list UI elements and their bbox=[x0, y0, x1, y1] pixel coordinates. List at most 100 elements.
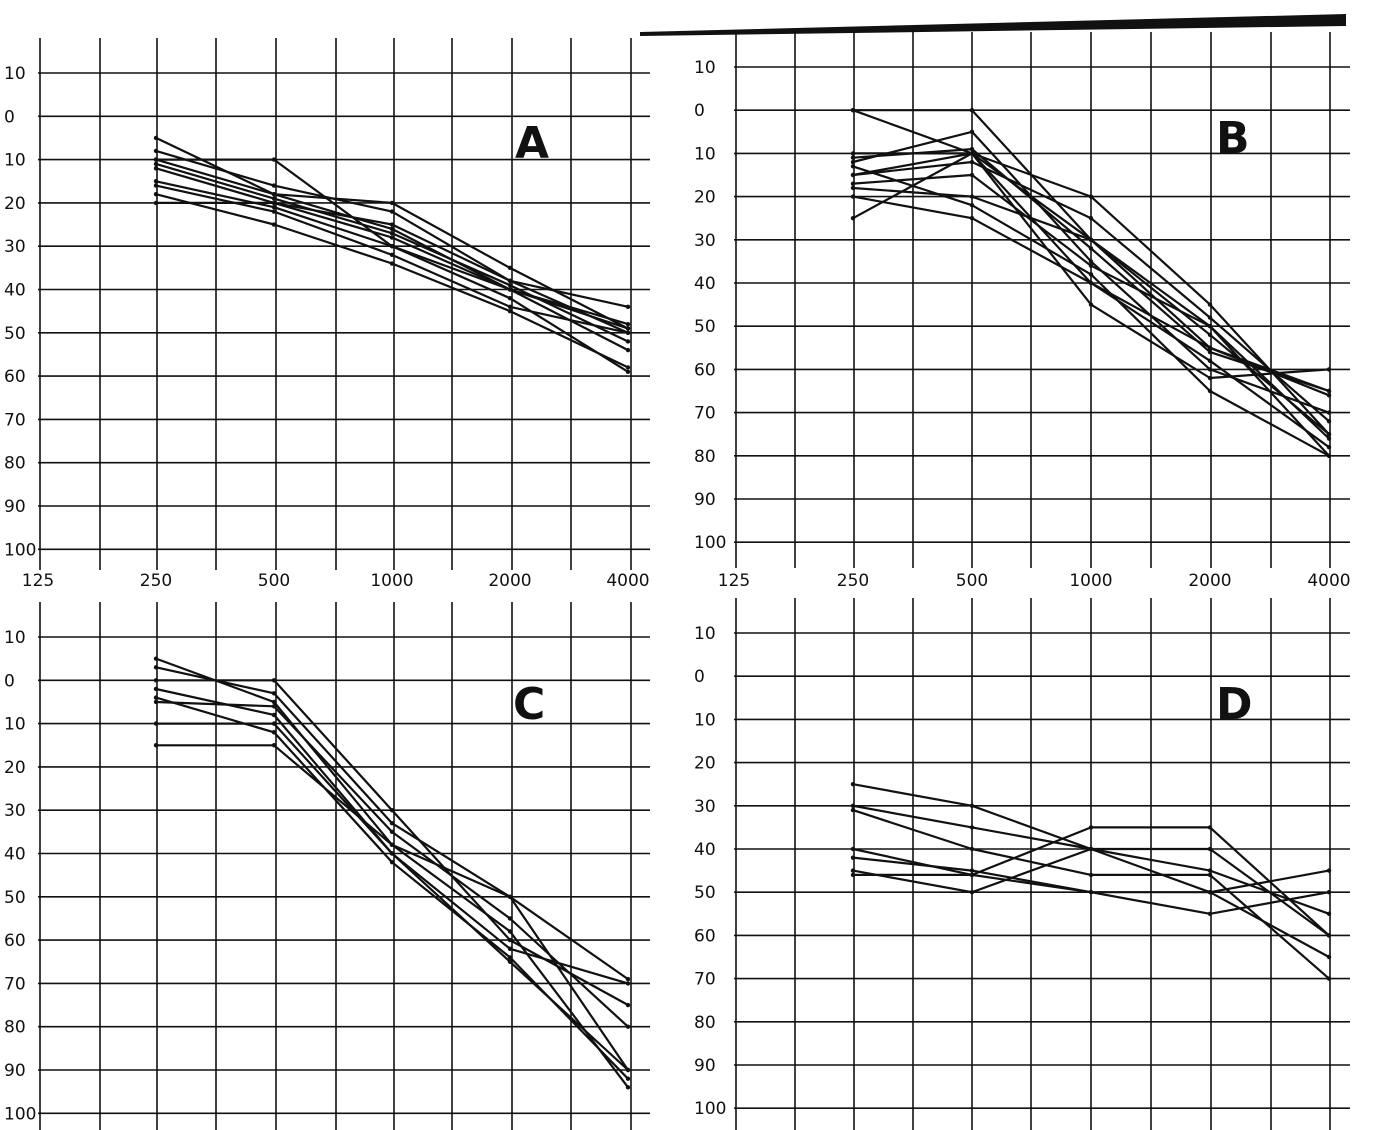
data-point bbox=[271, 192, 277, 197]
data-point bbox=[507, 955, 513, 960]
data-point bbox=[389, 851, 395, 856]
y-tick-label: 80 bbox=[4, 1018, 26, 1038]
data-point bbox=[969, 872, 975, 878]
data-point bbox=[1088, 280, 1094, 286]
data-point bbox=[969, 846, 975, 852]
panel-label: D bbox=[1216, 679, 1253, 730]
data-point bbox=[969, 203, 975, 208]
data-point bbox=[625, 365, 631, 370]
data-point bbox=[1207, 375, 1213, 381]
data-point bbox=[389, 222, 395, 227]
data-point bbox=[850, 216, 856, 221]
data-point bbox=[850, 807, 856, 813]
y-tick-label: 70 bbox=[4, 974, 26, 994]
data-point bbox=[1207, 872, 1213, 878]
data-point bbox=[1088, 846, 1094, 852]
data-point bbox=[1207, 911, 1213, 916]
data-point bbox=[969, 803, 975, 808]
data-point bbox=[1326, 976, 1332, 981]
y-tick-label: 80 bbox=[694, 1013, 716, 1033]
y-tick-label: 50 bbox=[694, 883, 716, 903]
data-point bbox=[1207, 332, 1213, 338]
data-point bbox=[389, 209, 395, 214]
x-tick-label: 250 bbox=[140, 571, 172, 591]
data-point bbox=[850, 872, 856, 878]
data-point bbox=[1326, 933, 1332, 938]
y-tick-label: 40 bbox=[694, 840, 716, 860]
data-point bbox=[850, 181, 856, 186]
data-point bbox=[389, 842, 395, 848]
data-point bbox=[1326, 444, 1332, 450]
data-point bbox=[969, 890, 975, 895]
data-point bbox=[153, 166, 159, 171]
data-point bbox=[625, 330, 631, 335]
series-line bbox=[154, 744, 630, 1089]
y-tick-label: 100 bbox=[4, 540, 36, 560]
y-tick-label: 40 bbox=[4, 281, 26, 301]
data-point bbox=[153, 678, 159, 683]
grid bbox=[38, 38, 650, 570]
data-point bbox=[271, 183, 277, 188]
data-point bbox=[389, 261, 395, 266]
x-tick-label: 125 bbox=[718, 571, 750, 591]
data-point bbox=[389, 235, 395, 240]
data-point bbox=[969, 172, 975, 178]
data-point bbox=[153, 665, 159, 670]
data-point bbox=[1088, 246, 1094, 251]
data-point bbox=[153, 183, 159, 188]
y-tick-label: 10 bbox=[694, 624, 716, 644]
data-point bbox=[1088, 259, 1094, 264]
data-point bbox=[1207, 302, 1213, 307]
data-point bbox=[969, 868, 975, 873]
data-point bbox=[1326, 436, 1332, 441]
data-point bbox=[625, 976, 631, 982]
data-point bbox=[389, 808, 395, 813]
data-point bbox=[507, 937, 513, 943]
y-tick-label: 0 bbox=[694, 101, 705, 121]
y-tick-label: 90 bbox=[4, 1061, 26, 1081]
data-point bbox=[850, 164, 856, 169]
y-tick-label: 60 bbox=[694, 926, 716, 946]
grid bbox=[38, 602, 650, 1130]
y-tick-label: 100 bbox=[694, 533, 726, 553]
data-point bbox=[625, 321, 631, 327]
data-point bbox=[389, 226, 395, 232]
data-point bbox=[625, 339, 631, 344]
y-tick-label: 20 bbox=[694, 188, 716, 208]
y-tick-label: 20 bbox=[694, 754, 716, 774]
data-point bbox=[153, 200, 159, 206]
data-point bbox=[1088, 216, 1094, 221]
y-tick-label: 70 bbox=[694, 970, 716, 990]
y-tick-label: 60 bbox=[694, 360, 716, 380]
data-point bbox=[625, 326, 631, 331]
data-point bbox=[153, 699, 159, 705]
x-tick-label: 4000 bbox=[1307, 571, 1350, 591]
y-tick-label: 20 bbox=[4, 758, 26, 778]
data-point bbox=[850, 151, 856, 156]
y-tick-label: 70 bbox=[4, 410, 26, 430]
data-point bbox=[969, 151, 975, 156]
data-point bbox=[1326, 393, 1332, 398]
data-point bbox=[507, 916, 513, 921]
data-point bbox=[271, 721, 277, 726]
data-point bbox=[153, 743, 159, 748]
data-point bbox=[271, 209, 277, 214]
data-point bbox=[1326, 367, 1332, 372]
data-point bbox=[507, 959, 513, 964]
y-tick-label: 10 bbox=[694, 710, 716, 730]
data-point bbox=[1088, 263, 1094, 268]
data-point bbox=[507, 929, 513, 934]
data-point bbox=[1207, 367, 1213, 372]
y-tick-label: 70 bbox=[694, 404, 716, 424]
x-tick-label: 250 bbox=[837, 571, 869, 591]
y-tick-label: 80 bbox=[4, 454, 26, 474]
data-point bbox=[1207, 868, 1213, 873]
data-point bbox=[507, 295, 513, 301]
data-point bbox=[969, 194, 975, 199]
data-point bbox=[1207, 345, 1213, 350]
y-tick-label: 50 bbox=[4, 324, 26, 344]
y-tick-label: 60 bbox=[4, 931, 26, 951]
y-tick-label: 40 bbox=[694, 274, 716, 294]
